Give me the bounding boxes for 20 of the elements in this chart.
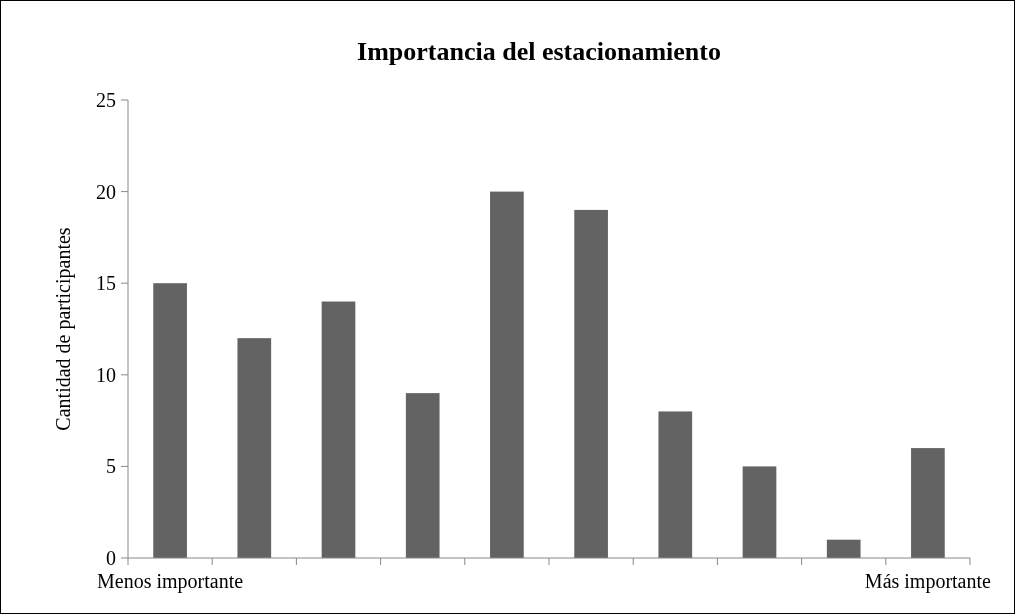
- y-tick-label: 0: [106, 547, 116, 569]
- y-axis-title: Cantidad de participantes: [52, 227, 75, 431]
- y-tick-label: 25: [96, 89, 116, 111]
- bar: [237, 338, 272, 558]
- x-tick-label: Más importante: [864, 570, 992, 593]
- bar: [490, 191, 524, 558]
- bar: [742, 466, 777, 558]
- bar: [321, 301, 356, 558]
- bar: [153, 283, 187, 558]
- y-tick-label: 10: [96, 363, 116, 386]
- bar: [574, 209, 608, 558]
- bar: [658, 411, 693, 558]
- bar: [826, 539, 861, 558]
- chart-title: Importancia del estacionamiento: [357, 37, 721, 66]
- y-tick-label: 5: [106, 455, 116, 478]
- x-tick-label: Menos importante: [97, 570, 244, 593]
- y-tick-label: 20: [96, 180, 116, 203]
- bar: [911, 448, 945, 558]
- bar: [405, 393, 440, 558]
- y-tick-label: 15: [96, 272, 116, 295]
